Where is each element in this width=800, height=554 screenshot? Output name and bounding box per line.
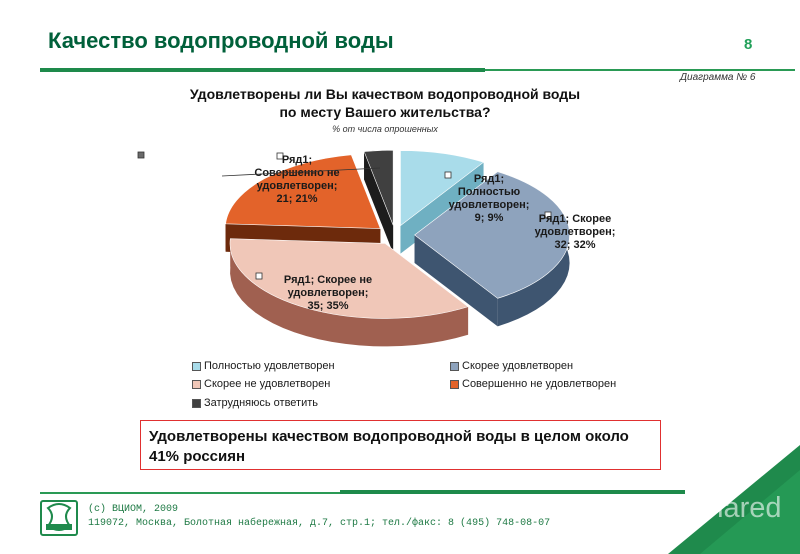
conclusion-box: Удовлетворены качеством водопроводной во… <box>140 420 661 470</box>
diagram-number: Диаграмма № 6 <box>680 72 756 83</box>
data-label-3-3: 21; 21% <box>277 193 318 205</box>
legend-label: Совершенно не удовлетворен <box>462 378 617 390</box>
chart-subtitle: % от числа опрошенных <box>332 124 438 134</box>
logo-mark-icon <box>46 503 72 531</box>
footer-address: 119072, Москва, Болотная набережная, д.7… <box>88 518 551 529</box>
pie-slice-1 <box>414 171 570 299</box>
leader-line <box>221 167 381 177</box>
legend-label: Полностью удовлетворен <box>204 360 335 372</box>
chart-title-line2: по месту Вашего жительства? <box>279 104 491 120</box>
chart-title-line1: Удовлетворены ли Вы качеством водопровод… <box>189 86 581 102</box>
top-rule <box>40 68 485 72</box>
label-marker-1 <box>544 211 552 219</box>
top-rule-thin <box>485 69 795 71</box>
legend-swatch <box>192 398 201 408</box>
legend-swatch <box>450 361 459 371</box>
label-marker-3 <box>276 152 284 160</box>
data-label-0-1: Полностью <box>458 186 520 198</box>
data-label-3-1: Совершенно не <box>254 167 339 179</box>
legend-item: Скорее удовлетворен <box>450 360 573 372</box>
legend-swatch <box>450 379 459 389</box>
pie-slice-0 <box>400 150 485 227</box>
data-label-1-1: удовлетворен; <box>535 226 616 238</box>
legend-swatch <box>192 379 201 389</box>
legend-label: Скорее удовлетворен <box>462 360 574 372</box>
label-marker-2 <box>255 272 263 280</box>
label-marker-0 <box>444 171 452 179</box>
legend-item: Полностью удовлетворен <box>192 360 335 372</box>
pie-layer <box>225 149 570 347</box>
footer-copyright: (c) ВЦИОМ, 2009 <box>88 504 179 515</box>
data-label-0-0: Ряд1; <box>474 173 504 185</box>
data-label-3-2: удовлетворен; <box>257 180 338 192</box>
chart-title: Удовлетворены ли Вы качеством водопровод… <box>120 85 650 121</box>
bottom-rule-thin <box>40 492 340 494</box>
pie-wall-1-1 <box>414 235 498 327</box>
data-label-0-2: удовлетворен; <box>449 199 530 211</box>
data-label-1-2: 32; 32% <box>555 239 596 251</box>
data-label-1-0: Ряд1; Скорее <box>539 213 611 225</box>
legend-label: Затрудняюсь ответить <box>204 397 319 409</box>
slide-title: Качество водопроводной воды <box>48 28 394 53</box>
pie-side-2 <box>230 238 469 347</box>
legend-swatch <box>192 361 201 371</box>
label-marker-4 <box>137 151 145 159</box>
pie-slice-4 <box>363 149 394 226</box>
pie-slice-2 <box>229 238 469 319</box>
legend-item: Затрудняюсь ответить <box>192 397 318 409</box>
pie-wall-4-0 <box>364 151 394 254</box>
data-label-3-0: Ряд1; <box>282 154 312 166</box>
bottom-rule <box>340 490 685 494</box>
data-label-2-2: 35; 35% <box>308 300 349 312</box>
data-label-2-0: Ряд1; Скорее не <box>284 274 372 286</box>
pie-slice-3 <box>225 154 381 229</box>
watermark: Shared <box>688 492 782 524</box>
vciom-logo <box>40 500 78 536</box>
legend-label: Скорее не удовлетворен <box>204 378 331 390</box>
data-label-2-1: удовлетворен; <box>288 287 369 299</box>
legend-item: Скорее не удовлетворен <box>192 378 330 390</box>
data-label-0-3: 9; 9% <box>475 212 504 224</box>
page-number: 8 <box>744 36 753 53</box>
legend-item: Совершенно не удовлетворен <box>450 378 616 390</box>
